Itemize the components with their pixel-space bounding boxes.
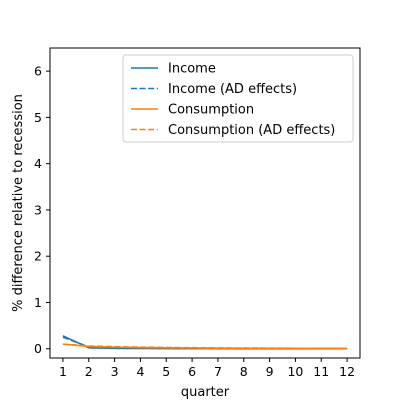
x-tick-label: 6 [188, 364, 196, 379]
y-tick-label: 3 [34, 202, 42, 217]
legend-label: Income [168, 62, 216, 77]
x-tick-label: 9 [266, 364, 274, 379]
x-tick-label: 8 [240, 364, 248, 379]
y-tick-label: 2 [34, 249, 42, 264]
series-layer [62, 335, 348, 350]
x-axis-label: quarter [181, 385, 230, 400]
x-axis-ticks: 1 2 3 4 5 6 7 8 9 10 11 12 [59, 358, 355, 379]
legend-box [122, 54, 354, 143]
legend-entries: Income Income (AD effects) Consumption Cons… [131, 62, 335, 138]
legend: Income Income (AD effects) Consumption Cons… [122, 54, 354, 143]
y-axis-ticks: 0 1 2 3 4 5 6 [34, 64, 50, 356]
x-tick-label: 4 [136, 364, 144, 379]
y-tick-label: 0 [34, 341, 42, 356]
legend-label: Consumption (AD effects) [168, 123, 335, 138]
y-tick-label: 6 [34, 64, 42, 79]
x-tick-label: 12 [339, 364, 355, 379]
x-tick-label: 5 [162, 364, 170, 379]
x-tick-label: 2 [85, 364, 93, 379]
x-tick-label: 1 [59, 364, 67, 379]
series-line-consumption-ad-effects [62, 343, 348, 350]
y-axis-label: % difference relative to recession [11, 94, 26, 312]
plot-frame [49, 47, 361, 359]
x-tick-label: 7 [214, 364, 222, 379]
x-tick-label: 3 [111, 364, 119, 379]
y-tick-label: 1 [34, 295, 42, 310]
legend-label: Income (AD effects) [168, 82, 297, 97]
legend-label: Consumption [168, 103, 254, 118]
y-tick-label: 5 [34, 110, 42, 125]
y-tick-label: 4 [34, 156, 42, 171]
x-tick-label: 10 [287, 364, 303, 379]
x-tick-label: 11 [313, 364, 329, 379]
